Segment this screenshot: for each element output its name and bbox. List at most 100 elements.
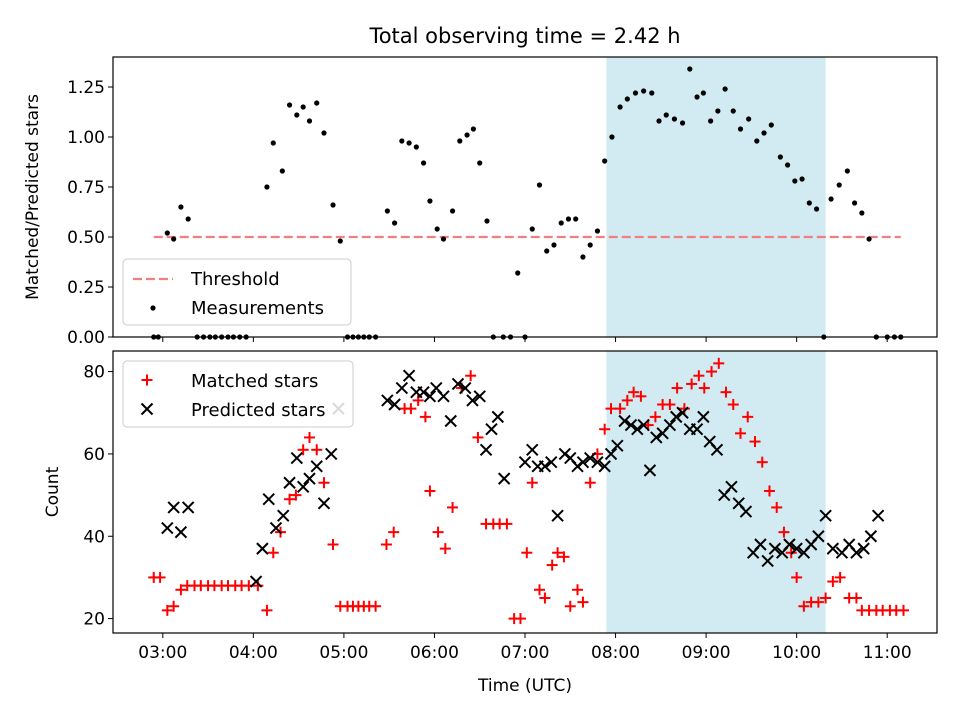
matched-star-point xyxy=(812,596,824,608)
predicted-star-point xyxy=(161,521,174,535)
matched-star-point xyxy=(318,477,330,489)
matched-star-point xyxy=(432,526,444,538)
measurement-point xyxy=(413,144,419,150)
predicted-star-point xyxy=(710,443,724,457)
ratio-legend: Threshold Measurements xyxy=(122,258,352,326)
measurement-point xyxy=(286,102,293,108)
predicted-star-point xyxy=(697,410,710,424)
measurement-point xyxy=(300,104,306,110)
measurement-point xyxy=(761,130,767,136)
measurement-point xyxy=(836,182,842,188)
predicted-star-point xyxy=(850,546,863,559)
matched-star-point xyxy=(720,386,732,398)
matched-star-point xyxy=(798,600,810,612)
measurement-point xyxy=(844,168,850,174)
measurement-point xyxy=(828,196,834,202)
chart-title: Total observing time = 2.42 h xyxy=(368,24,680,48)
matched-star-point xyxy=(154,571,166,583)
measurement-point xyxy=(708,118,714,124)
measurement-point xyxy=(536,182,543,188)
predicted-star-point xyxy=(761,554,774,568)
predicted-star-point xyxy=(437,390,450,403)
matched-star-point xyxy=(756,456,768,468)
predicted-star-point xyxy=(269,521,283,535)
matched-star-points xyxy=(148,357,909,625)
measurement-point xyxy=(866,236,872,242)
measurement-point xyxy=(649,90,655,96)
matched-star-point xyxy=(564,600,576,612)
measurement-point xyxy=(399,138,405,144)
measurement-point xyxy=(457,138,463,144)
measurement-point xyxy=(440,236,447,242)
count-x-tick-label: 06:00 xyxy=(410,643,459,663)
count-x-tick-label: 03:00 xyxy=(138,643,187,663)
count-y-tick-label: 40 xyxy=(83,527,105,547)
ratio-y-tick-label: 0.75 xyxy=(67,178,105,198)
matched-star-point xyxy=(380,538,392,550)
measurement-point xyxy=(641,88,647,94)
measurement-point xyxy=(384,208,390,214)
matched-star-point xyxy=(539,592,551,604)
measurement-point xyxy=(392,220,398,226)
matched-star-point xyxy=(686,378,698,390)
measurement-point xyxy=(270,140,276,146)
matched-star-point xyxy=(671,382,683,394)
predicted-star-point xyxy=(256,542,269,555)
measurement-point xyxy=(746,116,752,122)
measurement-point xyxy=(544,248,550,254)
matched-star-point xyxy=(439,543,451,555)
predicted-star-point xyxy=(624,418,638,432)
matched-star-point xyxy=(742,411,754,423)
predicted-star-point xyxy=(444,414,457,428)
measurement-point xyxy=(624,96,630,102)
measurement-point xyxy=(427,198,433,204)
predicted-star-point xyxy=(739,505,753,518)
predicted-star-point xyxy=(725,480,738,494)
predicted-star-point xyxy=(768,542,782,555)
matched-star-point xyxy=(175,584,187,596)
predicted-star-point xyxy=(283,476,296,489)
predicted-star-point xyxy=(381,394,394,407)
matched-legend-label: Matched stars xyxy=(191,371,318,392)
predicted-star-point xyxy=(591,455,604,469)
matched-star-point xyxy=(501,518,513,530)
count-y-tick-label: 80 xyxy=(83,363,105,383)
predicted-star-point xyxy=(167,501,180,514)
predicted-star-point xyxy=(485,423,498,436)
measurement-point xyxy=(321,130,327,136)
measurement-point xyxy=(687,66,693,72)
predicted-star-point xyxy=(526,443,539,457)
matched-star-point xyxy=(572,584,584,596)
predicted-star-point xyxy=(826,542,840,555)
matched-star-point xyxy=(290,489,302,501)
ratio-y-tick-label: 0.50 xyxy=(67,228,105,248)
measurement-point xyxy=(792,178,798,184)
measurements-legend-label: Measurements xyxy=(191,298,324,319)
measurement-point xyxy=(314,100,320,106)
matched-star-point xyxy=(327,538,339,550)
predicted-star-point xyxy=(466,394,479,407)
predicted-star-point xyxy=(604,447,618,461)
predicted-star-point xyxy=(754,538,767,551)
predicted-star-point xyxy=(497,472,511,485)
matched-star-point xyxy=(267,547,279,559)
matched-star-point xyxy=(713,357,725,369)
matched-star-point xyxy=(628,386,640,398)
matched-star-point xyxy=(599,423,611,435)
measurement-point xyxy=(663,112,669,118)
measurement-point xyxy=(337,238,343,244)
count-legend-box xyxy=(122,360,354,428)
measurement-point xyxy=(185,216,191,222)
matched-star-point xyxy=(897,604,909,616)
predicted-star-point xyxy=(277,509,290,522)
measurement-point xyxy=(449,208,456,214)
predicted-star-point xyxy=(317,497,331,510)
matched-star-point xyxy=(521,547,533,559)
predicted-star-point xyxy=(812,530,825,543)
predicted-star-point xyxy=(676,406,689,419)
matched-star-point xyxy=(252,580,264,592)
measurement-point xyxy=(852,200,858,206)
count-x-tick-label: 10:00 xyxy=(772,643,821,663)
threshold-legend-label: Threshold xyxy=(190,269,280,290)
